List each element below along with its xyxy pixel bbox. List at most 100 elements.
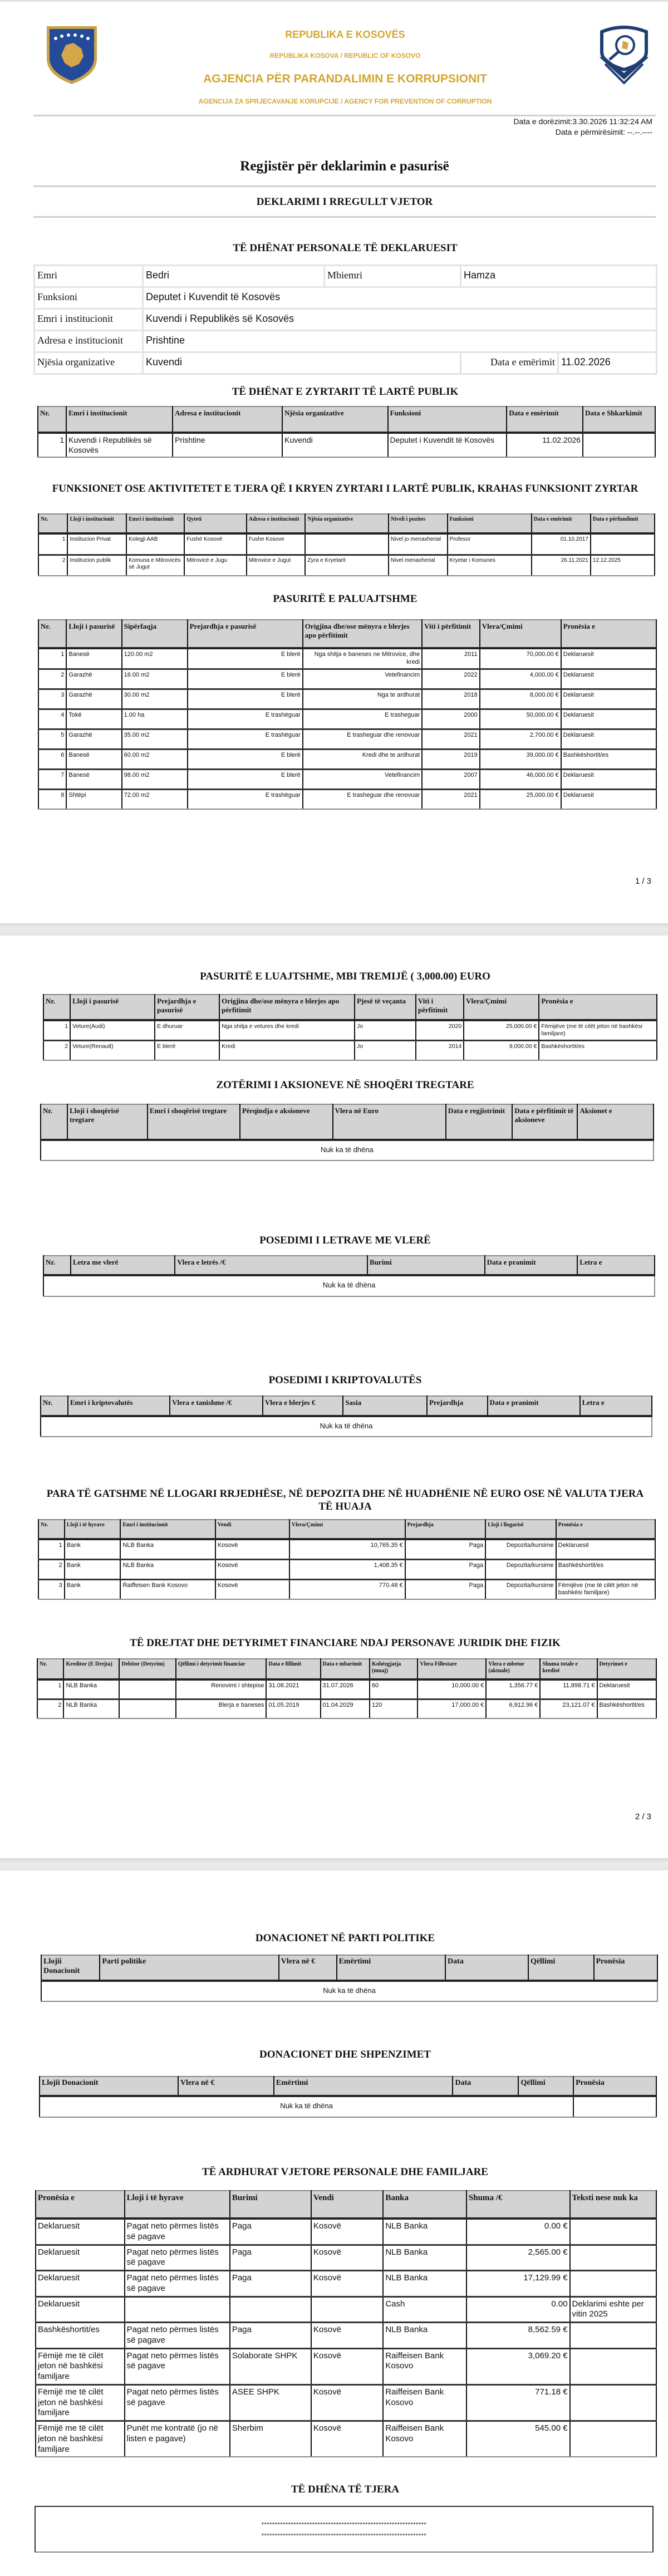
table-cell: Bashkëshortit/es xyxy=(538,1040,657,1061)
table-cell: Deklaruesit xyxy=(35,2245,125,2271)
table-cell: 7 xyxy=(37,769,67,790)
table-header-row: Nr. Emri i institucionit Adresa e instituc… xyxy=(37,407,656,434)
company-shares-table: Nr. Lloji i shoqërisë tregtare Emri i shoq… xyxy=(40,1104,654,1161)
column-header: Shuma /€ xyxy=(465,2191,571,2220)
column-header: Nr. xyxy=(37,514,68,535)
empty-row: Nuk ka të dhëna xyxy=(43,1275,655,1297)
column-header: Letra e xyxy=(579,1396,653,1417)
table-cell: Paga xyxy=(404,1579,487,1600)
column-header: Data e fillimit xyxy=(266,1659,321,1681)
column-header: Vlera e blerjes € xyxy=(262,1396,344,1417)
table-cell: 6 xyxy=(37,749,67,770)
table-cell: 39,000.00 € xyxy=(479,749,562,770)
table-row: Deklaruesit Cash 0.00 Deklarimi eshte per v… xyxy=(35,2296,657,2323)
table-cell: 2021 xyxy=(421,789,480,810)
other-functions-heading: FUNKSIONET OSE AKTIVITETET E TJERA QË I … xyxy=(52,483,638,494)
table-cell: Kosovë xyxy=(310,2322,384,2349)
table-cell: Pagat neto përmes listës së pagave xyxy=(124,2384,230,2422)
column-header: Shuma totale e kredisë xyxy=(539,1659,598,1681)
column-header: Niveli i pozites xyxy=(387,514,448,535)
table-cell: Paga xyxy=(229,2322,312,2349)
top-border xyxy=(0,0,668,2)
table-cell: 1 xyxy=(37,533,68,556)
column-header: Lloji i institucionit xyxy=(67,514,127,535)
table-cell: Bashkëshortit/es xyxy=(555,1559,656,1580)
table-cell: Raiffeisen Bank Kosovo xyxy=(120,1579,216,1600)
column-header: Adresa e institucionit xyxy=(172,407,283,434)
table-cell xyxy=(590,533,656,556)
table-header-row: Nr. Lloji i pasurisë Sipërfaqja Prejardhja … xyxy=(37,620,657,649)
table-cell: 70,000.00 € xyxy=(479,648,562,670)
column-header: Viti i përfitimit xyxy=(421,620,480,649)
column-header: Vlera në € xyxy=(278,1955,337,1982)
table-cell: Paga xyxy=(229,2245,312,2271)
table-cell: Banesë xyxy=(66,769,122,790)
submission-date: Data e dorëzimit:3.30.2026 11:32:24 AM xyxy=(513,117,652,126)
immovable-assets-heading: PASURITË E PALUAJTSHME xyxy=(273,593,418,605)
column-header: Prejardhja xyxy=(404,1520,487,1540)
no-data-message: Nuk ka të dhëna xyxy=(38,2096,574,2118)
personal-row-function: Funksioni Deputet i Kuvendit të Kosovës xyxy=(33,286,658,310)
table-cell xyxy=(569,2348,657,2386)
table-cell xyxy=(569,2270,657,2298)
table-cell: Garazhë xyxy=(66,729,122,750)
table-cell: 0.00 xyxy=(465,2296,571,2323)
appointment-date-value: 11.02.2026 xyxy=(557,351,658,375)
table-row: 1 Banesë 120.00 m2 E blerë Nga shitja e bane… xyxy=(37,648,657,670)
table-row: Fëmijë me të cilët jeton në bashkësi fam… xyxy=(35,2348,657,2386)
column-header: Vlera/Çmimi xyxy=(463,995,540,1021)
table-cell: E blerë xyxy=(186,689,303,710)
table-cell: E trashëguar xyxy=(186,789,303,810)
table-cell: 4,000.00 € xyxy=(479,669,562,690)
column-header: Përqindja e aksioneve xyxy=(239,1104,333,1141)
annual-income-table: Pronësia e Lloji i të hyrave Burimi Vendi Ba… xyxy=(35,2190,657,2458)
column-header: Data e emërimit xyxy=(506,407,584,434)
table-cell: Pagat neto përmes listës së pagave xyxy=(124,2348,230,2386)
cash-deposits-table: Nr. Lloji i të hyrave Emri i institucionit… xyxy=(38,1519,656,1600)
party-donations-heading: DONACIONET NË PARTI POLITIKE xyxy=(255,1932,435,1944)
table-row: 3 Garazhë 30.00 m2 E blerë Nga te ardhurat 20… xyxy=(37,689,657,710)
table-cell: 120 xyxy=(369,1699,419,1719)
table-cell: 2,700.00 € xyxy=(479,729,562,750)
table-cell: 2 xyxy=(37,555,68,576)
table-cell: 98.00 m2 xyxy=(121,769,188,790)
column-header: Nr. xyxy=(36,1659,65,1681)
table-cell: NLB Banka xyxy=(382,2219,467,2246)
table-cell: Deklaruesit xyxy=(596,1679,657,1700)
anti-corruption-agency-emblem-icon xyxy=(594,24,654,88)
table-row: 2 Bank NLB Banka Kosovë 1,408.35 € Paga Depozi… xyxy=(38,1559,656,1580)
table-cell: Bank xyxy=(63,1559,121,1580)
column-header: Emri i shoqërisë tregtare xyxy=(146,1104,240,1141)
address-label: Adresa e institucionit xyxy=(33,330,144,353)
page-title: Regjistër për deklarimin e pasurisë xyxy=(240,159,449,174)
column-header: Nr. xyxy=(38,1520,65,1540)
personal-data-heading: TË DHËNAT PERSONALE TË DEKLARUESIT xyxy=(233,242,458,254)
securities-table: Nr. Letra me vlerë Vlera e letrës /€ Burimi… xyxy=(43,1255,655,1297)
column-header: Pronësia e xyxy=(35,2191,125,2220)
table-cell: Raiffeisen Bank Kosovo xyxy=(382,2348,467,2386)
table-cell: Garazhë xyxy=(66,689,122,710)
table-cell xyxy=(569,2322,657,2349)
table-row: 1 Institucion Privat Kolegji AAB Fushë Koso… xyxy=(37,533,656,556)
table-cell: 1 xyxy=(37,433,67,458)
table-row: Deklaruesit Pagat neto përmes listës së p… xyxy=(35,2245,657,2271)
table-cell: 25,000.00 € xyxy=(463,1020,540,1041)
table-cell: NLB Banka xyxy=(63,1679,120,1700)
table-cell: E trasheguar dhe renovuar xyxy=(302,789,423,810)
table-cell: 60 xyxy=(369,1679,419,1700)
column-header: Detyrimet e xyxy=(596,1659,657,1681)
other-data-line: ****************************************… xyxy=(261,2521,427,2528)
table-cell: E trashëguar xyxy=(186,709,303,730)
table-cell: Nivel jo menaxherial xyxy=(387,533,448,556)
column-header: Burimi xyxy=(367,1256,485,1276)
name-value: Bedri xyxy=(142,265,325,288)
table-cell: 2011 xyxy=(421,648,480,670)
table-cell: 35.00 m2 xyxy=(121,729,188,750)
table-row: Bashkëshortit/es Pagat neto përmes listës… xyxy=(35,2322,657,2349)
table-cell xyxy=(569,2384,657,2422)
official-data-heading: TË DHËNAT E ZYRTARIT TË LARTË PUBLIK xyxy=(232,386,459,398)
table-cell: Vetefinancim xyxy=(302,669,423,690)
table-cell: E blerë xyxy=(186,769,303,790)
table-row: 2 Institucion publik Komuna e Mitrovicës s… xyxy=(37,555,656,576)
appointment-date-label: Data e emërimit xyxy=(460,351,559,375)
